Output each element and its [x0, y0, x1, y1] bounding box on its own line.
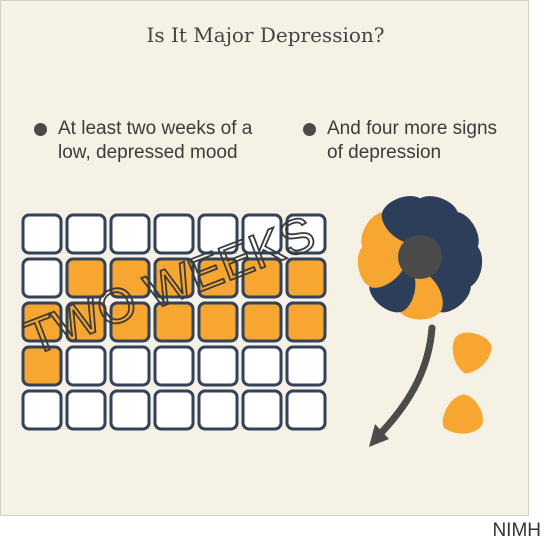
calendar-day [65, 213, 107, 255]
calendar-day-highlighted [21, 345, 63, 387]
calendar-day [65, 389, 107, 431]
bullet-text-line: low, depressed mood [58, 142, 238, 163]
stem-arrow-icon [377, 324, 436, 437]
calendar-day-highlighted [285, 257, 327, 299]
page-title: Is It Major Depression? [146, 23, 385, 47]
calendar-day [153, 345, 195, 387]
calendar-day [241, 345, 283, 387]
calendar-day [109, 213, 151, 255]
calendar-day-highlighted [241, 301, 283, 343]
calendar-day [285, 389, 327, 431]
flower-icon [357, 196, 492, 447]
calendar-day [153, 213, 195, 255]
calendar-day-highlighted [21, 301, 63, 343]
calendar-day [109, 389, 151, 431]
calendar-day [241, 213, 283, 255]
calendar-day [153, 389, 195, 431]
bullet-dot-icon [34, 123, 47, 136]
calendar-day-highlighted [109, 257, 151, 299]
calendar-day-highlighted [197, 301, 239, 343]
calendar-day-highlighted [109, 301, 151, 343]
calendar-day [197, 345, 239, 387]
calendar-day-highlighted [65, 257, 107, 299]
bullet-dot-icon [303, 123, 316, 136]
fallen-petal-icon [442, 394, 483, 434]
calendar-day-highlighted [197, 257, 239, 299]
calendar-day-highlighted [153, 257, 195, 299]
calendar-day [21, 389, 63, 431]
credit-text: NIMH [492, 520, 541, 541]
bullet-text-line: And four more signs [327, 118, 498, 139]
calendar-day-highlighted [65, 301, 107, 343]
calendar-day [21, 257, 63, 299]
calendar-grid [21, 213, 327, 431]
calendar-day [241, 389, 283, 431]
calendar-day [197, 389, 239, 431]
flower-center-icon [398, 235, 442, 279]
bullet-text-line: At least two weeks of a [58, 118, 253, 139]
calendar-day [65, 345, 107, 387]
infographic-card: Is It Major Depression? At least two wee… [0, 0, 529, 516]
calendar-day [109, 345, 151, 387]
calendar-day [285, 213, 327, 255]
petal-icon [381, 196, 428, 244]
arrowhead-icon [369, 424, 389, 447]
calendar-day-highlighted [241, 257, 283, 299]
calendar-day-highlighted [285, 301, 327, 343]
calendar-day [21, 213, 63, 255]
fallen-petal-icon [452, 332, 492, 374]
calendar-day-highlighted [153, 301, 195, 343]
illustration: TWO WEEKS [17, 196, 492, 447]
bullet-text-line: of depression [327, 142, 442, 163]
calendar-day [285, 345, 327, 387]
calendar-day [197, 213, 239, 255]
